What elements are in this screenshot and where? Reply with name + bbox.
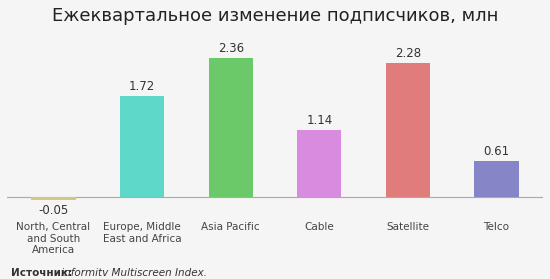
- Text: Источник:: Источник:: [11, 268, 72, 278]
- Text: 1.72: 1.72: [129, 80, 155, 93]
- Bar: [297, 130, 342, 197]
- Bar: [120, 96, 164, 197]
- Title: Ежеквартальное изменение подписчиков, млн: Ежеквартальное изменение подписчиков, мл…: [52, 7, 498, 25]
- Bar: [475, 161, 519, 197]
- Text: -0.05: -0.05: [39, 204, 69, 217]
- Text: 0.61: 0.61: [483, 145, 510, 158]
- Bar: [208, 58, 253, 197]
- Text: informitv Multiscreen Index.: informitv Multiscreen Index.: [58, 268, 207, 278]
- Text: 1.14: 1.14: [306, 114, 332, 127]
- Text: 2.36: 2.36: [218, 42, 244, 55]
- Bar: [31, 197, 76, 200]
- Bar: [386, 62, 430, 197]
- Text: 2.28: 2.28: [395, 47, 421, 60]
